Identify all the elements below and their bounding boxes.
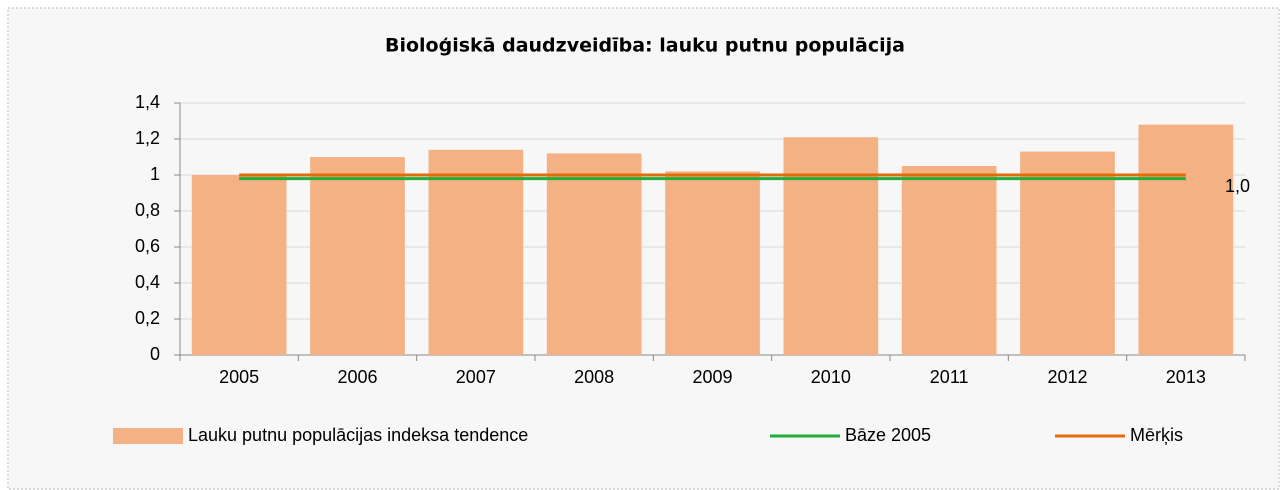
- x-tick-label: 2007: [456, 367, 496, 387]
- legend-swatch: [113, 428, 183, 444]
- legend-label: Mērķis: [1130, 425, 1183, 445]
- y-tick-label: 0,6: [135, 236, 160, 256]
- x-tick-label: 2008: [574, 367, 614, 387]
- chart-title: Bioloģiskā daudzveidība: lauku putnu pop…: [385, 35, 905, 57]
- y-tick-label: 1,2: [135, 128, 160, 148]
- x-tick-label: 2009: [692, 367, 732, 387]
- bar: [1020, 151, 1115, 355]
- y-tick-label: 0,2: [135, 308, 160, 328]
- y-tick-label: 0,8: [135, 200, 160, 220]
- x-tick-label: 2010: [811, 367, 851, 387]
- legend-label: Bāze 2005: [845, 425, 931, 445]
- y-tick-label: 0,4: [135, 272, 160, 292]
- bar: [546, 153, 642, 355]
- bar: [428, 149, 524, 355]
- y-tick-label: 1: [150, 164, 160, 184]
- legend-label: Lauku putnu populācijas indeksa tendence: [188, 425, 528, 445]
- bar: [1138, 124, 1234, 355]
- x-tick-label: 2005: [219, 367, 259, 387]
- bar: [665, 171, 760, 355]
- bar: [783, 137, 879, 355]
- bar: [901, 166, 997, 355]
- annotation: 1,0: [1225, 176, 1250, 196]
- x-tick-label: 2012: [1047, 367, 1087, 387]
- x-tick-label: 2013: [1166, 367, 1206, 387]
- bar: [310, 157, 405, 355]
- bar: [191, 175, 287, 355]
- x-tick-label: 2011: [930, 367, 969, 387]
- y-tick-label: 0: [150, 344, 160, 364]
- x-tick-label: 2006: [337, 367, 377, 387]
- y-tick-label: 1,4: [135, 92, 160, 112]
